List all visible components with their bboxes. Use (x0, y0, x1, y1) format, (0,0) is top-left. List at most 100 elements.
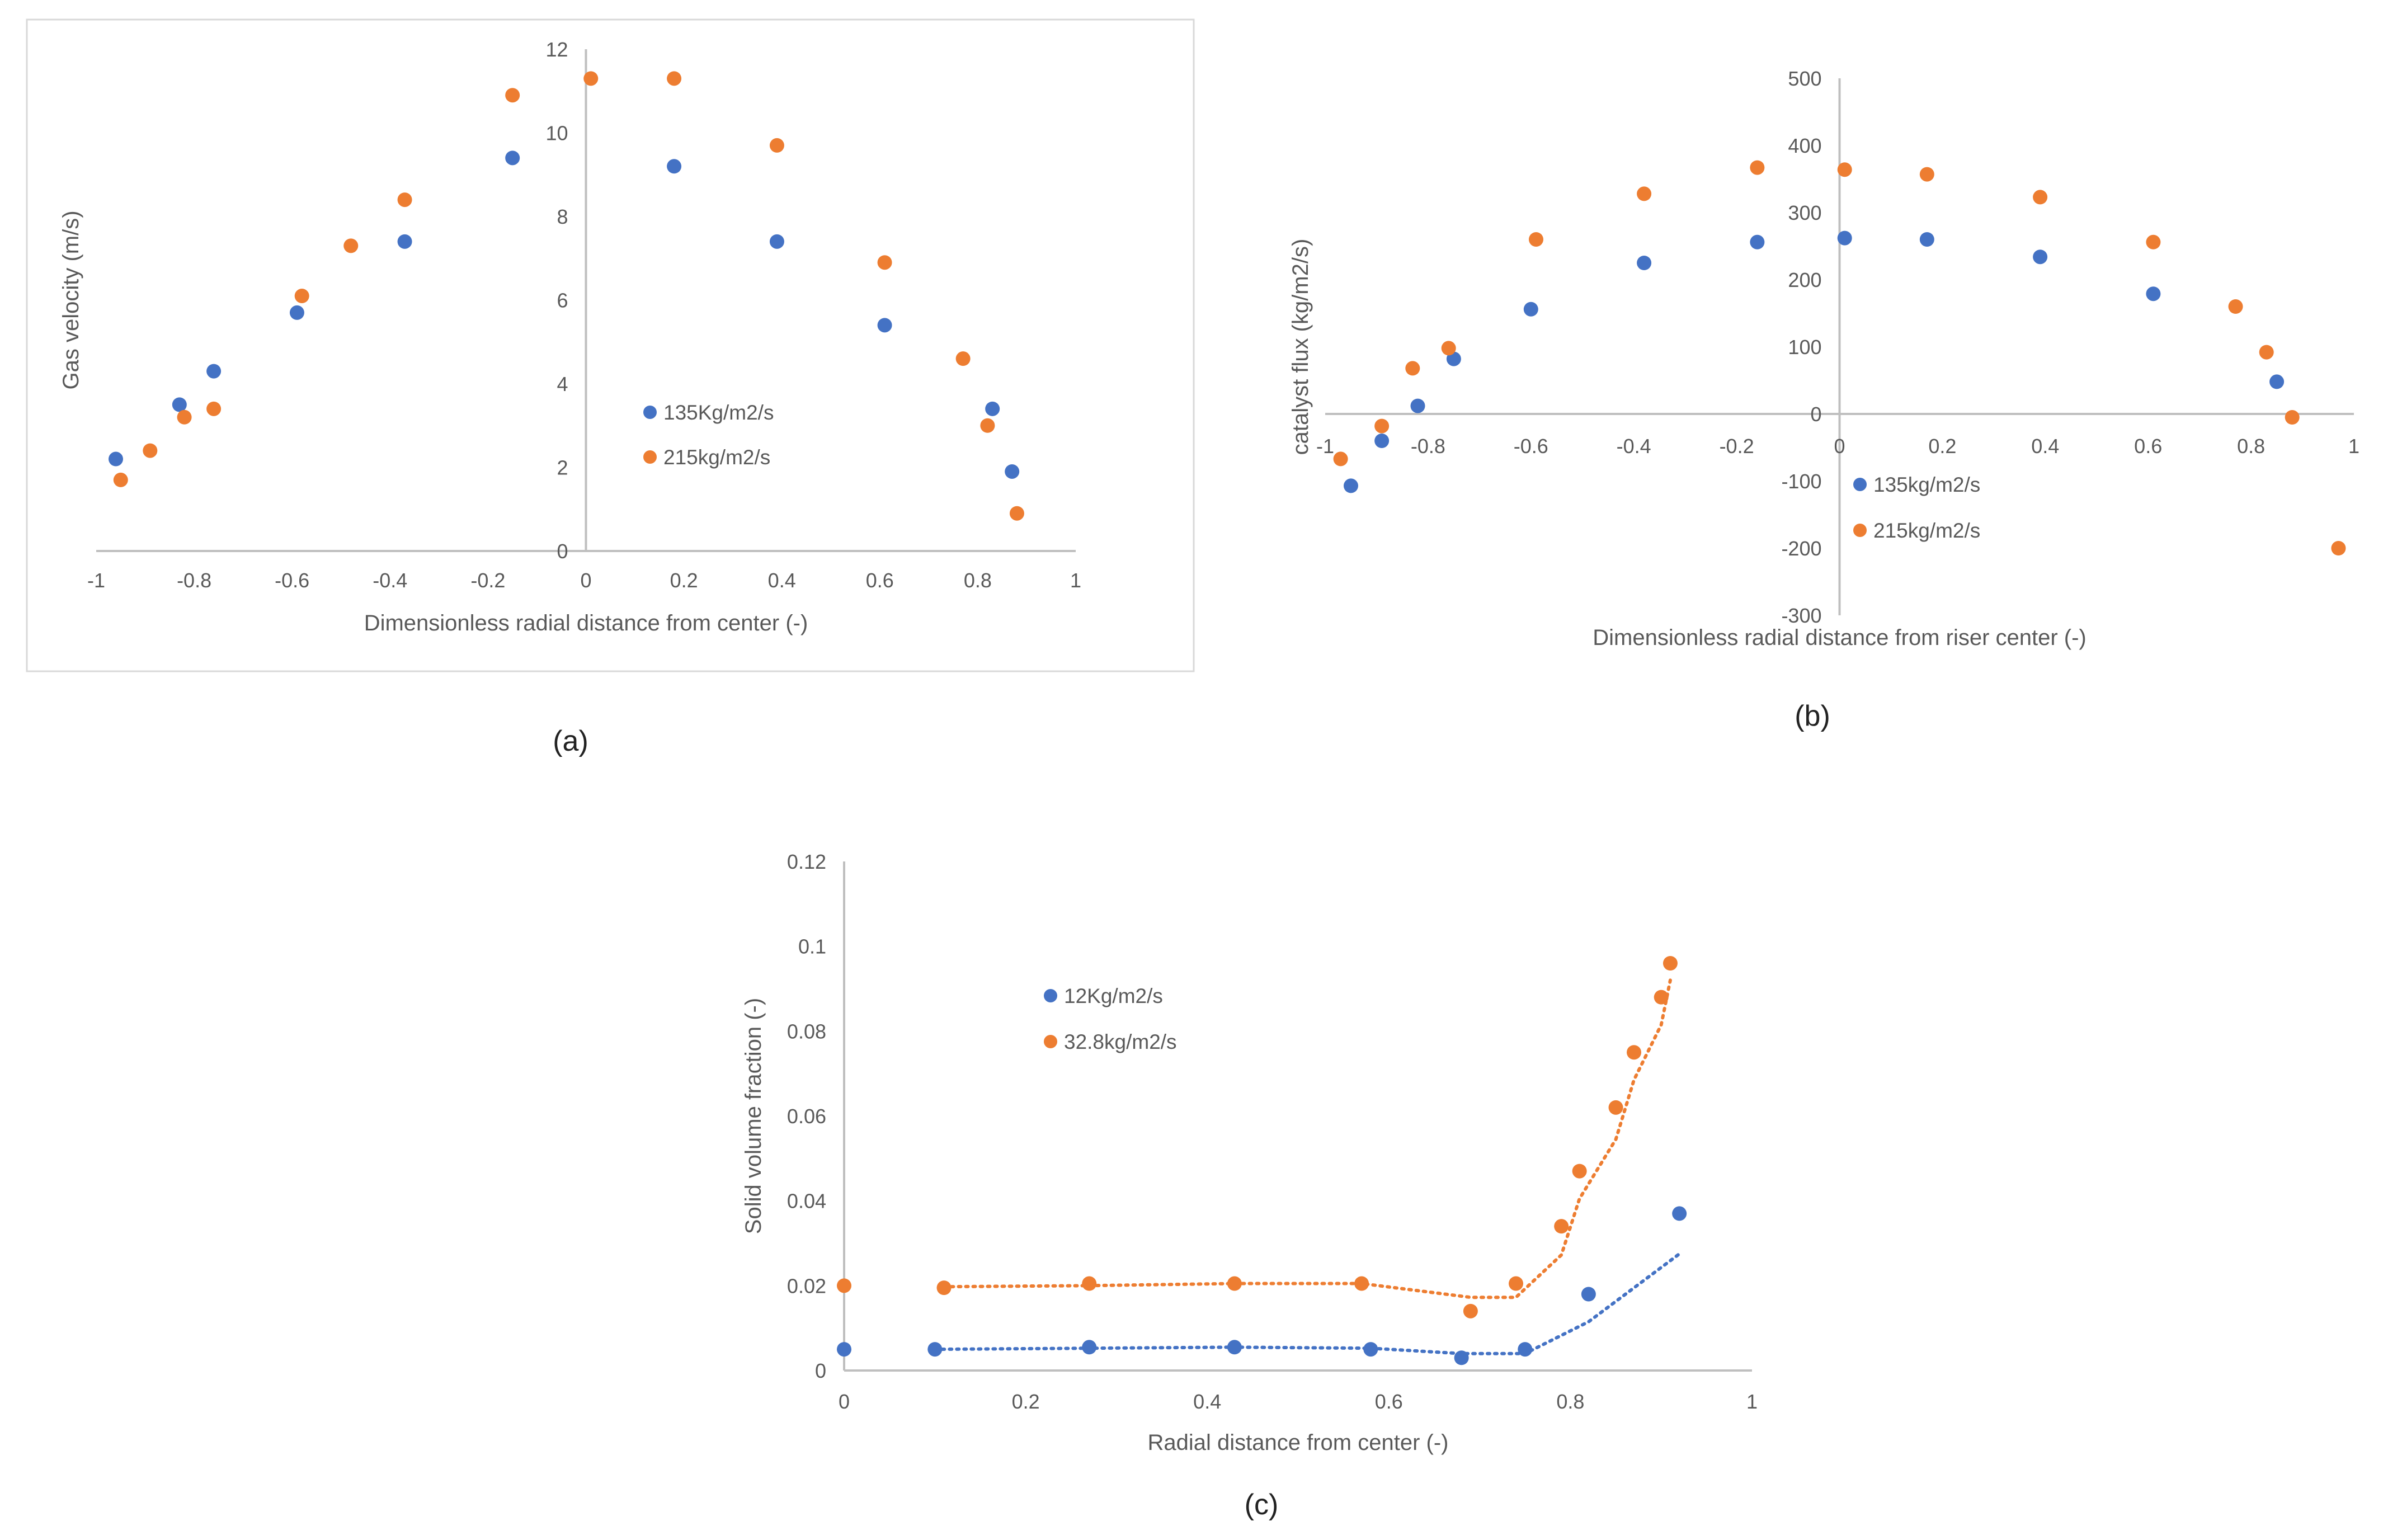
panel-a-series-2-point (206, 401, 222, 416)
panel-c-series-2-point (837, 1278, 851, 1293)
panel-a-x-tick-label: 0 (580, 569, 591, 592)
panel-c-legend-label-1: 12Kg/m2/s (1064, 985, 1163, 1007)
panel-b-legend-marker-2 (1853, 524, 1867, 537)
panel-c-x-tick-label: 0.6 (1375, 1390, 1403, 1413)
panel-b-y-tick-label: 200 (1788, 269, 1821, 291)
panel-a-series-1-point (397, 234, 412, 249)
panel-b-x-tick-label: -1 (1316, 435, 1334, 458)
panel-b-series-2-point (2259, 345, 2274, 360)
panel-c-series-1-point (837, 1342, 851, 1357)
panel-c-y-tick-label: 0.12 (787, 850, 826, 873)
panel-c-series-1-point (1518, 1342, 1533, 1357)
panel-a-y-axis-title: Gas velocity (m/s) (59, 210, 83, 389)
panel-b-y-tick-label: 100 (1788, 336, 1821, 359)
panel-b-series-1-point (1343, 478, 1358, 493)
panel-c-x-tick-label: 0.4 (1193, 1390, 1221, 1413)
panel-a-series-2-point (294, 289, 309, 304)
panel-b-y-tick-label: 500 (1788, 67, 1821, 90)
panel-b-legend-marker-1 (1853, 478, 1867, 491)
panel-a-x-tick-label: 1 (1070, 569, 1081, 592)
panel-b-y-tick-label: 0 (1810, 403, 1821, 426)
panel-a-series-2-point (1009, 506, 1024, 521)
panel-a-series-2-point (143, 443, 158, 458)
panel-b-series-1-point (1750, 234, 1765, 249)
panel-b-y-tick-label: -200 (1781, 537, 1821, 560)
panel-c-y-tick-label: 0.02 (787, 1274, 826, 1297)
panel-b-x-axis-title: Dimensionless radial distance from riser… (1593, 625, 2087, 650)
panel-a-series-2-point (583, 71, 599, 86)
panel-a-legend-label-1: 135Kg/m2/s (663, 401, 774, 424)
panel-a-series-2-point (667, 71, 682, 86)
panel-a-series-2-point (769, 138, 784, 153)
panel-c-legend-marker-2 (1044, 1035, 1057, 1048)
panel-b-series-2-point (1750, 160, 1765, 175)
panel-c-series-2-point (1227, 1276, 1242, 1291)
panel-a-series-1-point (109, 451, 124, 467)
panel-b-legend-label-1: 135kg/m2/s (1873, 473, 1980, 496)
panel-c-x-tick-label: 0.8 (1556, 1390, 1584, 1413)
panel-a-series-1-point (172, 397, 187, 412)
panel-b-x-tick-label: 0 (1834, 435, 1845, 458)
panel-c-series-1-point (1227, 1340, 1242, 1355)
panel-a-series-2-point (955, 351, 971, 366)
panel-c-x-tick-label: 0.2 (1012, 1390, 1040, 1413)
panel-b-series-2-point (1637, 186, 1652, 201)
panel-a-x-tick-label: -0.8 (177, 569, 211, 592)
panel-b-legend-label-2: 215kg/m2/s (1873, 519, 1980, 542)
panel-a-series-1-point (505, 150, 520, 166)
panel-b-series-1-point (1374, 434, 1390, 448)
panel-b-series-2-point (1333, 451, 1348, 467)
panel-c-series-2-point (1509, 1276, 1524, 1291)
panel-b-series-2-point (2331, 541, 2346, 555)
panel-b-series-2-point (1528, 232, 1543, 247)
panel-a-series-1-point (769, 234, 784, 249)
panel-c-series-2-point (1608, 1100, 1623, 1115)
panel-a-series-1-point (206, 364, 222, 379)
panel-b-series-1-point (1837, 230, 1852, 246)
panel-a-y-tick-label: 8 (557, 205, 568, 228)
panel-c-series-2-point (1554, 1219, 1569, 1234)
panel-b-series-1-point (1410, 398, 1425, 413)
panel-c-y-axis-title: Solid volume fraction (-) (741, 998, 766, 1234)
panel-c-y-tick-label: 0.08 (787, 1020, 826, 1043)
panel-c-y-tick-label: 0 (815, 1359, 826, 1382)
panel-a-series-1-point (985, 401, 1000, 416)
panel-c-legend-label-2: 32.8kg/m2/s (1064, 1030, 1177, 1053)
panel-a-x-tick-label: 0.4 (768, 569, 796, 592)
panel-c-trendline-1 (933, 1252, 1682, 1355)
panel-a-x-tick-label: -0.2 (470, 569, 505, 592)
panel-a-series-2-point (505, 88, 520, 103)
panel-a-series-1-point (667, 159, 682, 174)
panel-b-series-2-point (2285, 410, 2300, 425)
panel-b-series-1-point (2269, 374, 2285, 389)
panel-a-x-axis-title: Dimensionless radial distance from cente… (364, 611, 808, 635)
panel-c-series-2-point (1627, 1045, 1642, 1060)
panel-a-legend-marker-2 (643, 450, 657, 464)
panel-a-series-2-point (397, 192, 412, 208)
panel-c-series-2-point (1463, 1303, 1478, 1318)
panel-c-series-2-point (1354, 1276, 1369, 1291)
panel-a-frame (26, 18, 1195, 672)
panel-c-series-2-point (1663, 956, 1678, 971)
panel-a-series-2-point (980, 418, 995, 433)
panel-a-y-tick-label: 6 (557, 289, 568, 312)
panel-c-y-tick-label: 0.06 (787, 1105, 826, 1128)
panel-c-series-2-point (936, 1280, 952, 1296)
panel-b-y-tick-label: -300 (1781, 604, 1821, 627)
panel-b-x-tick-label: 0.4 (2031, 435, 2059, 458)
panel-b-x-tick-label: 0.8 (2237, 435, 2265, 458)
panel-a-x-tick-label: 0.6 (866, 569, 894, 592)
panel-c-y-tick-label: 0.1 (798, 935, 826, 958)
panel-b-y-tick-label: 300 (1788, 201, 1821, 224)
panel-a-series-1-point (289, 305, 304, 320)
panel-b-x-tick-label: 1 (2348, 435, 2360, 458)
panel-a-legend-label-2: 215kg/m2/s (663, 446, 770, 469)
panel-a-series-2-point (343, 238, 359, 253)
panel-a-series-1-point (1005, 464, 1020, 479)
panel-b-series-1-point (1919, 232, 1934, 247)
panel-a-y-tick-label: 4 (557, 373, 568, 395)
panel-c-series-2-point (1654, 990, 1669, 1005)
panel-c-x-axis-title: Radial distance from center (-) (1148, 1430, 1449, 1455)
